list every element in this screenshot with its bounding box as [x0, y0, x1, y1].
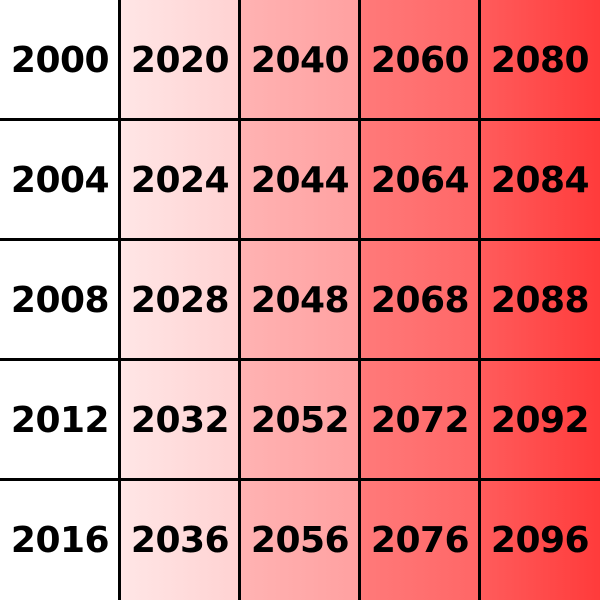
- column-background-2: [120, 0, 240, 600]
- grid-line-vertical: [238, 0, 241, 600]
- column-background-5: [480, 0, 600, 600]
- grid-line-vertical: [358, 0, 361, 600]
- grid-line-horizontal: [0, 478, 600, 481]
- grid-cell: 2032: [130, 399, 230, 441]
- grid-cell: 2064: [370, 159, 470, 201]
- grid-cell: 2072: [370, 399, 470, 441]
- grid-line-horizontal: [0, 118, 600, 121]
- grid-cell: 2068: [370, 279, 470, 321]
- grid-cell: 2048: [250, 279, 350, 321]
- grid-cell: 2028: [130, 279, 230, 321]
- grid-cell: 2092: [490, 399, 590, 441]
- grid-cell: 2088: [490, 279, 590, 321]
- grid-cell: 2056: [250, 519, 350, 561]
- grid-cell: 2076: [370, 519, 470, 561]
- column-background-4: [360, 0, 480, 600]
- grid-cell: 2024: [130, 159, 230, 201]
- grid-cell: 2060: [370, 39, 470, 81]
- grid-cell: 2000: [10, 39, 110, 81]
- grid-cell: 2040: [250, 39, 350, 81]
- grid-cell: 2012: [10, 399, 110, 441]
- grid-cell: 2052: [250, 399, 350, 441]
- grid-cell: 2008: [10, 279, 110, 321]
- column-background-1: [0, 0, 120, 600]
- grid-line-vertical: [478, 0, 481, 600]
- grid-cell: 2036: [130, 519, 230, 561]
- grid-cell: 2004: [10, 159, 110, 201]
- grid-line-vertical: [118, 0, 121, 600]
- column-background-3: [240, 0, 360, 600]
- grid-cell: 2084: [490, 159, 590, 201]
- grid-cell: 2020: [130, 39, 230, 81]
- grid-cell: 2016: [10, 519, 110, 561]
- grid-cell: 2096: [490, 519, 590, 561]
- grid-line-horizontal: [0, 358, 600, 361]
- grid-line-horizontal: [0, 238, 600, 241]
- grid-cell: 2044: [250, 159, 350, 201]
- grid-cell: 2080: [490, 39, 590, 81]
